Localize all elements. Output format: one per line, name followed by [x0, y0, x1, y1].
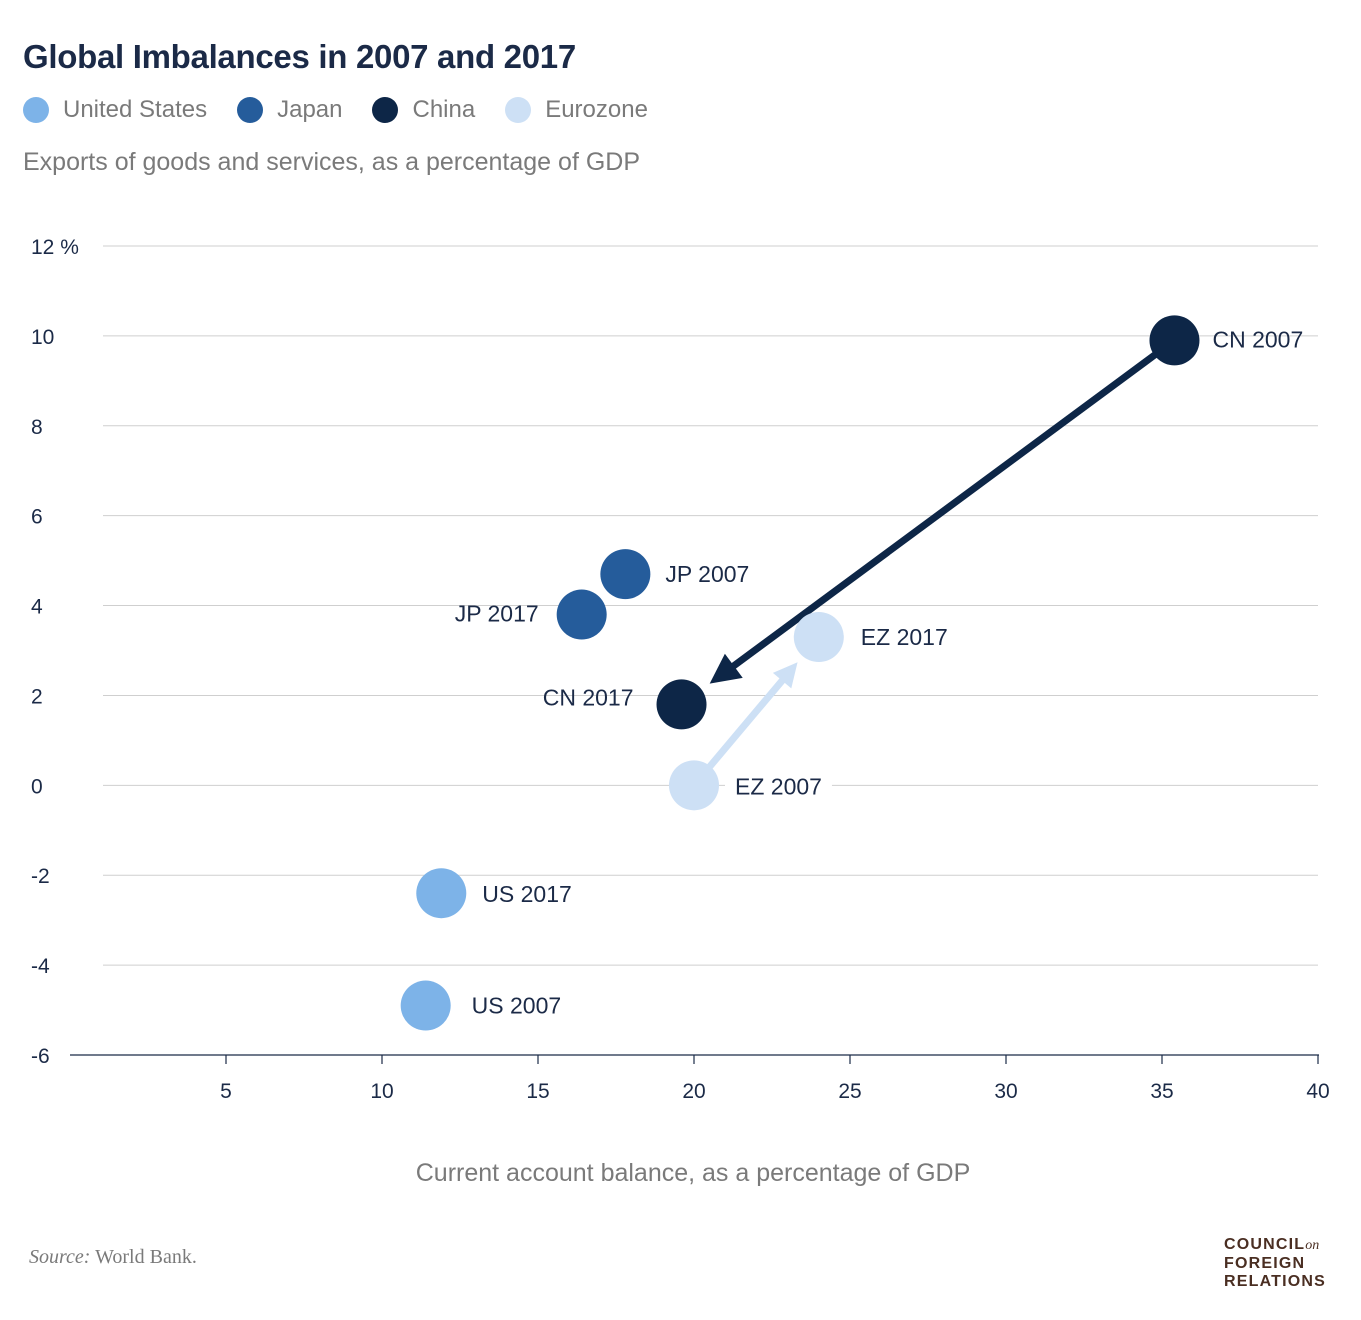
legend-swatch-eurozone [505, 97, 532, 123]
legend-label-china: China [412, 96, 476, 123]
point-cn-2007 [1149, 315, 1200, 366]
legend-swatch-united-states [23, 97, 49, 123]
legend-label-japan: Japan [277, 96, 343, 123]
point-label-cn-2007: CN 2007 [1212, 326, 1303, 352]
point-us-2007 [400, 980, 451, 1031]
gridlines [103, 245, 1318, 966]
points [400, 315, 1200, 1031]
point-label-ez-2007: EZ 2007 [735, 773, 822, 799]
point-ez-2017 [793, 612, 844, 663]
source-prefix: Source: [29, 1246, 91, 1268]
x-tick-label: 20 [682, 1080, 705, 1103]
point-label-jp-2017: JP 2017 [455, 601, 539, 627]
point-label-us-2007: US 2007 [472, 993, 562, 1019]
arrows [704, 350, 1160, 772]
point-label-cn-2017: CN 2017 [543, 684, 634, 710]
y-tick-label: 8 [31, 416, 43, 439]
y-tick-label: 6 [31, 506, 43, 529]
arrowhead-china [709, 653, 743, 684]
point-ez-2007 [669, 760, 719, 811]
y-tick-label: 0 [31, 775, 43, 798]
logo-on: on [1305, 1238, 1320, 1253]
arrow-shaft-china [728, 350, 1160, 672]
x-tick-label: 5 [220, 1080, 232, 1103]
legend-item-eurozone: Eurozone [505, 96, 648, 124]
y-tick-label: 4 [31, 596, 43, 619]
y-tick-label: -6 [31, 1045, 50, 1068]
x-tick-label: 25 [838, 1080, 861, 1103]
point-jp-2017 [556, 589, 607, 640]
point-label-us-2017: US 2017 [482, 881, 572, 907]
x-tick-label: 40 [1306, 1080, 1329, 1103]
x-axis-title: Current account balance, as a percentage… [416, 1159, 971, 1187]
legend-item-united-states: United States [23, 96, 207, 124]
point-jp-2007 [600, 549, 651, 600]
legend-swatch-japan [237, 97, 264, 123]
legend-label-eurozone: Eurozone [545, 96, 648, 123]
x-tick-label: 30 [994, 1080, 1017, 1103]
legend-item-china: China [372, 96, 475, 124]
logo-line-1: COUNCILon [1224, 1236, 1320, 1253]
arrow-china [709, 350, 1160, 684]
x-tick-label: 15 [526, 1080, 549, 1103]
arrowhead-eurozone [772, 662, 798, 689]
source-note: Source: World Bank. [29, 1246, 197, 1269]
point-label-background [725, 771, 832, 802]
logo-line-2: FOREIGN [1224, 1255, 1306, 1272]
y-tick-label: 12 % [31, 236, 79, 259]
y-tick-label: -2 [31, 865, 50, 888]
y-tick-label: 2 [31, 685, 43, 708]
arrow-shaft-eurozone [704, 675, 788, 772]
arrow-eurozone [704, 662, 798, 772]
point-label-jp-2007: JP 2007 [665, 561, 749, 587]
point-cn-2017 [656, 679, 707, 730]
legend-swatch-china [372, 97, 399, 123]
x-tick-label: 35 [1150, 1080, 1173, 1103]
point-label-ez-2017: EZ 2017 [861, 624, 948, 650]
y-tick-label: 10 [31, 326, 54, 349]
chart-title: Global Imbalances in 2007 and 2017 [23, 38, 576, 75]
cfr-logo: COUNCILon FOREIGN RELATIONS [1224, 1236, 1326, 1291]
point-labels: US 2007 US 2017 JP 2007 JP 2017 CN 2007 CN 20… [455, 326, 1304, 1018]
source-text: World Bank. [95, 1246, 197, 1268]
chart-subtitle: Exports of goods and services, as a perc… [23, 148, 641, 176]
legend: United States Japan China Eurozone [23, 96, 678, 124]
legend-label-united-states: United States [63, 96, 208, 123]
legend-item-japan: Japan [237, 96, 342, 124]
x-tick-label: 10 [370, 1080, 393, 1103]
point-us-2017 [416, 868, 467, 919]
logo-line-3: RELATIONS [1224, 1273, 1327, 1290]
y-tick-label: -4 [31, 955, 50, 978]
